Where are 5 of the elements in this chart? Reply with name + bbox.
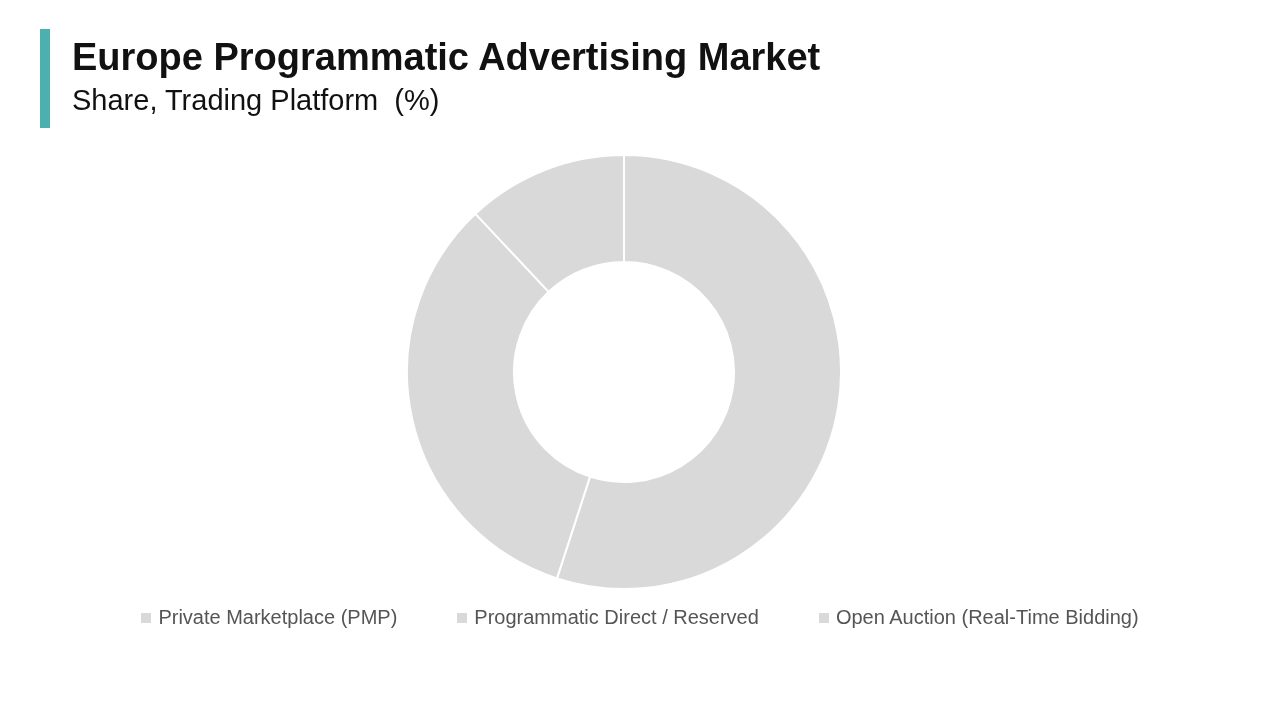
chart-title: Europe Programmatic Advertising Market: [72, 36, 821, 79]
chart-subtitle: Share, Trading Platform (%): [72, 84, 440, 117]
legend-label: Open Auction (Real-Time Bidding): [835, 606, 1139, 629]
legend-label: Programmatic Direct / Reserved: [474, 606, 759, 629]
legend-label: Private Marketplace (PMP): [158, 606, 398, 629]
